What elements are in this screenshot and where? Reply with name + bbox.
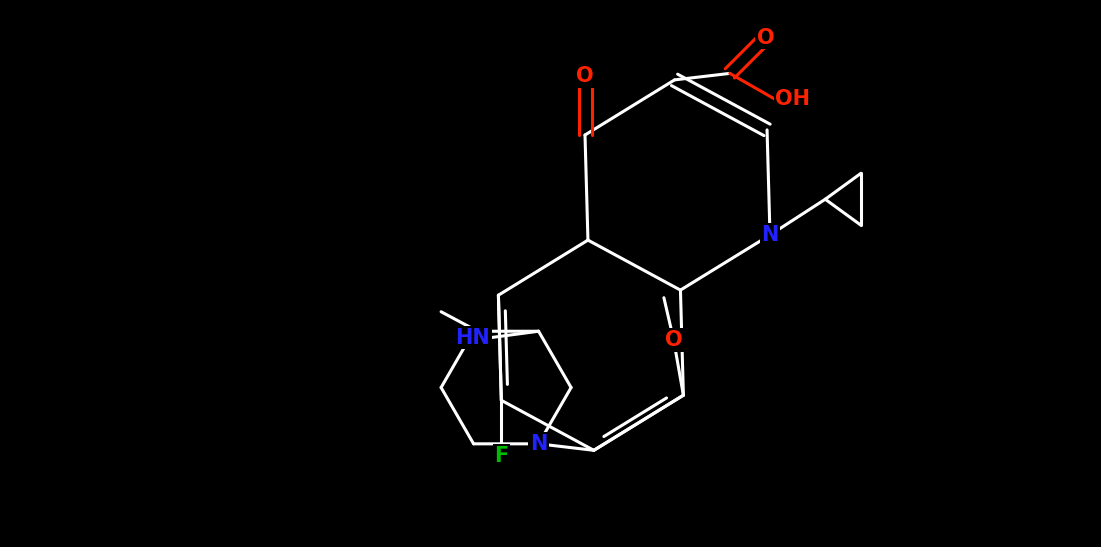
Text: O: O: [756, 28, 774, 48]
Text: OH: OH: [775, 89, 810, 109]
Text: O: O: [576, 67, 593, 86]
Text: N: N: [530, 434, 547, 454]
Text: HN: HN: [455, 328, 490, 348]
Text: F: F: [494, 446, 509, 465]
Text: N: N: [761, 225, 778, 245]
Text: O: O: [665, 330, 683, 350]
